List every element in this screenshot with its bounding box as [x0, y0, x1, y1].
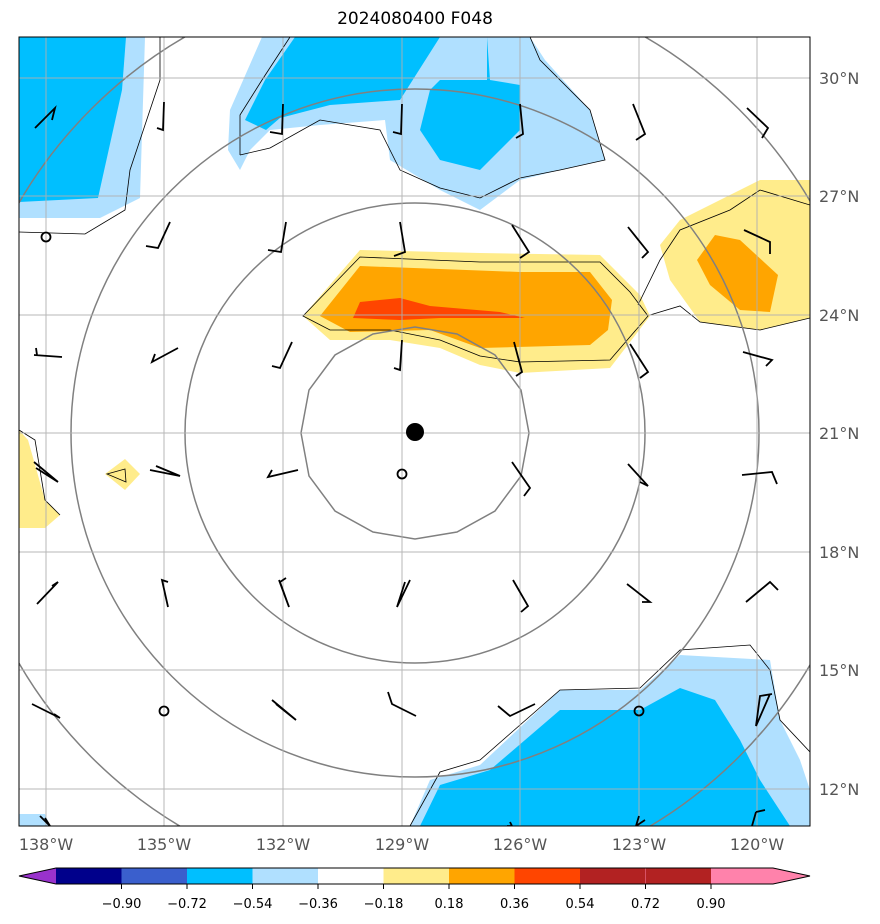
colorbar-label: 0.90	[697, 897, 726, 912]
storm-center-dot	[406, 423, 424, 441]
pos-field-center-band-mid	[320, 266, 612, 348]
colorbar-segment	[645, 868, 711, 884]
lat-label: 15°N	[819, 661, 859, 680]
colorbar-extend-left	[19, 868, 56, 884]
lon-label: 126°W	[493, 835, 548, 854]
neg-field-bottom-right-core	[420, 688, 790, 826]
neg-field-top-center-core	[245, 37, 520, 170]
colorbar-segment	[56, 868, 122, 884]
lon-label: 132°W	[256, 835, 311, 854]
lat-label: 12°N	[819, 780, 859, 799]
colorbar-label: −0.36	[298, 897, 338, 912]
colorbar-label: 0.36	[500, 897, 529, 912]
map-plot-area	[19, 37, 810, 826]
pos-field-right-core	[697, 235, 778, 312]
filled-contours	[19, 37, 810, 826]
colorbar-segment	[711, 868, 773, 884]
wind-barbs	[31, 101, 779, 826]
pos-field-left-edge	[19, 430, 60, 528]
colorbar: −0.90 −0.72 −0.54 −0.36 −0.18 0.18 0.36 …	[18, 867, 811, 912]
latitude-axis: 30°N 27°N 24°N 21°N 18°N 15°N 12°N	[819, 69, 859, 799]
plot-frame	[18, 36, 811, 827]
colorbar-segment	[187, 868, 253, 884]
lat-label: 24°N	[819, 306, 859, 325]
pos-field-small	[105, 459, 140, 490]
calm-wind-markers	[40, 231, 645, 717]
colorbar-label: 0.18	[435, 897, 464, 912]
lat-label: 18°N	[819, 543, 859, 562]
graticule	[19, 37, 810, 826]
colorbar-segment	[121, 868, 187, 884]
colorbar-segment	[383, 868, 449, 884]
colorbar-segment	[318, 868, 384, 884]
lon-label: 123°W	[612, 835, 667, 854]
colorbar-segment	[580, 868, 646, 884]
colorbar-label: 0.54	[566, 897, 595, 912]
colorbar-segment	[514, 868, 580, 884]
colorbar-segment	[449, 868, 515, 884]
colorbar-label: −0.54	[233, 897, 273, 912]
colorbar-segment	[252, 868, 318, 884]
longitude-axis: 138°W 135°W 132°W 129°W 126°W 123°W 120°…	[19, 835, 785, 854]
lon-label: 135°W	[137, 835, 192, 854]
contour-lines	[19, 37, 810, 826]
lat-label: 21°N	[819, 424, 859, 443]
lon-label: 120°W	[730, 835, 785, 854]
lat-label: 27°N	[819, 187, 859, 206]
lat-label: 30°N	[819, 69, 859, 88]
lon-label: 138°W	[19, 835, 74, 854]
colorbar-label: −0.18	[364, 897, 404, 912]
colorbar-label: −0.90	[102, 897, 142, 912]
lon-label: 129°W	[375, 835, 430, 854]
map-title: 2024080400 F048	[337, 9, 493, 29]
colorbar-label: −0.72	[167, 897, 207, 912]
colorbar-label: 0.72	[631, 897, 660, 912]
